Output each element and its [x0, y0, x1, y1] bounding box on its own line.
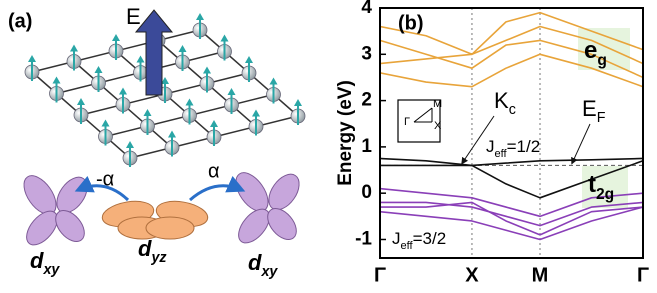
- spin-head: [220, 34, 229, 42]
- spin-head: [252, 109, 260, 117]
- orbital-center: [101, 200, 209, 240]
- spin-head: [126, 141, 134, 148]
- orbital-label-sub: xy: [42, 262, 60, 278]
- annotation: Jeff=1/2: [486, 137, 540, 159]
- x-tick-label: M: [532, 264, 549, 286]
- orbital-label-main: d: [138, 236, 152, 261]
- lattice: [24, 13, 306, 167]
- y-tick-label: 3: [361, 43, 372, 64]
- y-tick-label: -1: [355, 228, 372, 249]
- orbital-label: dxy: [248, 250, 278, 280]
- spin-head: [161, 77, 169, 84]
- spin-head: [178, 45, 187, 52]
- band: [379, 157, 644, 199]
- y-axis-label: Energy (eV): [335, 80, 356, 186]
- y-tick-label: 0: [361, 182, 372, 203]
- field-label: E: [126, 4, 141, 29]
- spin-head: [94, 66, 103, 73]
- spin-head: [168, 130, 176, 138]
- spin-head: [294, 99, 302, 106]
- hopping-label: α: [208, 160, 220, 182]
- spin-head: [203, 66, 211, 74]
- annotation-rest: =3/2: [413, 229, 447, 248]
- x-tick-label: Γ: [374, 264, 386, 286]
- annotation-sub: eff: [495, 148, 508, 160]
- annotation-main: E: [582, 96, 597, 121]
- inset-line: [413, 107, 433, 123]
- orbital-right: [235, 172, 300, 244]
- inset-label: Γ: [404, 116, 410, 128]
- orbital-label: dyz: [138, 236, 167, 266]
- annotation-sub: eff: [401, 240, 414, 252]
- annotation-sub: g: [597, 52, 607, 69]
- annotation: eg: [584, 37, 607, 68]
- band: [379, 206, 644, 241]
- annotation: Jeff=3/2: [392, 229, 446, 251]
- spin-head: [28, 55, 36, 62]
- spin-head: [269, 77, 278, 85]
- inset-label: M: [433, 98, 442, 110]
- spin-head: [245, 56, 253, 63]
- annotation-main: t: [588, 171, 596, 198]
- annotation-main: e: [584, 37, 597, 64]
- band: [379, 53, 644, 88]
- spin-head: [210, 120, 218, 127]
- spin-head: [52, 76, 61, 84]
- orbital-label-main: d: [30, 248, 44, 273]
- band: [379, 187, 644, 218]
- inset-box: [397, 99, 441, 143]
- spin-head: [227, 88, 236, 95]
- annotation: Kc: [494, 88, 516, 118]
- y-tick-label: 4: [361, 0, 372, 18]
- annotation-main: K: [494, 88, 509, 113]
- annotation: t2g: [588, 171, 614, 202]
- spin-head: [136, 55, 145, 63]
- spin-head: [185, 98, 194, 106]
- spin-head: [119, 87, 127, 95]
- hop-arrow-right: [189, 175, 246, 202]
- band: [380, 201, 644, 236]
- highlight-t2g: [582, 166, 628, 208]
- band: [379, 11, 644, 56]
- annotation-sub: 2g: [596, 186, 614, 203]
- orbital-left: [23, 175, 88, 246]
- annotation-sub: c: [509, 102, 516, 118]
- inset-label: X: [434, 120, 442, 132]
- band: [379, 25, 644, 65]
- panel-label: (a): [8, 10, 32, 32]
- spin-head: [196, 13, 204, 20]
- orbital-label-main: d: [248, 250, 262, 275]
- orbital-label-sub: yz: [150, 250, 167, 266]
- annotation-main: J: [392, 229, 401, 248]
- annotation-arrow: [461, 115, 495, 165]
- annotation-arrow: [571, 123, 591, 165]
- spin-head: [143, 109, 152, 116]
- panel-label: (b): [398, 12, 424, 34]
- hop-arrow-left: [74, 175, 130, 202]
- band: [380, 157, 644, 167]
- orbital-label: dxy: [30, 248, 60, 278]
- spin-head: [112, 34, 120, 41]
- x-tick-label: Γ: [637, 264, 649, 286]
- annotation-sub: F: [597, 110, 606, 126]
- x-tick-label: X: [465, 264, 479, 286]
- y-tick-label: 2: [361, 90, 372, 111]
- spin-head: [101, 119, 110, 127]
- plot-frame: [379, 7, 644, 259]
- annotation-main: J: [486, 137, 495, 156]
- annotation: EF: [582, 96, 606, 126]
- band: [379, 39, 644, 79]
- orbital-label-sub: xy: [260, 264, 278, 280]
- field-arrow: [134, 9, 174, 96]
- annotation-rest: =1/2: [507, 137, 541, 156]
- band: [380, 201, 644, 227]
- spin-head: [70, 44, 78, 52]
- hopping-label: -α: [96, 168, 114, 190]
- y-tick-label: 1: [361, 136, 372, 157]
- spin-head: [77, 98, 85, 105]
